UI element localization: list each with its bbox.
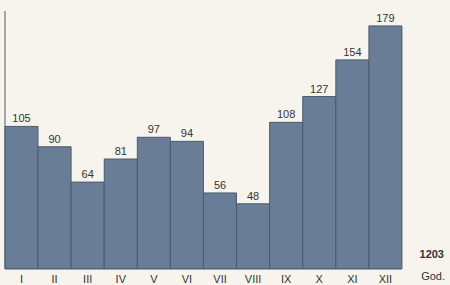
svg-text:105: 105 xyxy=(12,112,30,124)
svg-text:IV: IV xyxy=(116,273,127,285)
svg-text:81: 81 xyxy=(115,145,127,157)
svg-text:179: 179 xyxy=(376,12,394,24)
svg-text:VIII: VIII xyxy=(245,273,262,285)
svg-text:XII: XII xyxy=(379,273,392,285)
html-text:1203: 1203 xyxy=(419,248,444,260)
svg-text:108: 108 xyxy=(277,108,295,120)
svg-text:97: 97 xyxy=(148,123,160,135)
svg-text:II: II xyxy=(52,273,58,285)
svg-text:127: 127 xyxy=(310,83,328,95)
html-text:God.: God. xyxy=(421,270,445,282)
svg-text:VII: VII xyxy=(213,273,226,285)
svg-text:56: 56 xyxy=(214,179,226,191)
svg-text:III: III xyxy=(83,273,92,285)
svg-text:64: 64 xyxy=(82,168,94,180)
svg-text:IX: IX xyxy=(281,273,292,285)
svg-text:V: V xyxy=(150,273,158,285)
svg-text:48: 48 xyxy=(247,190,259,202)
svg-text:X: X xyxy=(316,273,324,285)
svg-text:90: 90 xyxy=(48,133,60,145)
svg-text:XI: XI xyxy=(347,273,357,285)
svg-text:VI: VI xyxy=(182,273,192,285)
svg-text:94: 94 xyxy=(181,127,193,139)
svg-text:I: I xyxy=(20,273,23,285)
svg-text:154: 154 xyxy=(343,46,361,58)
